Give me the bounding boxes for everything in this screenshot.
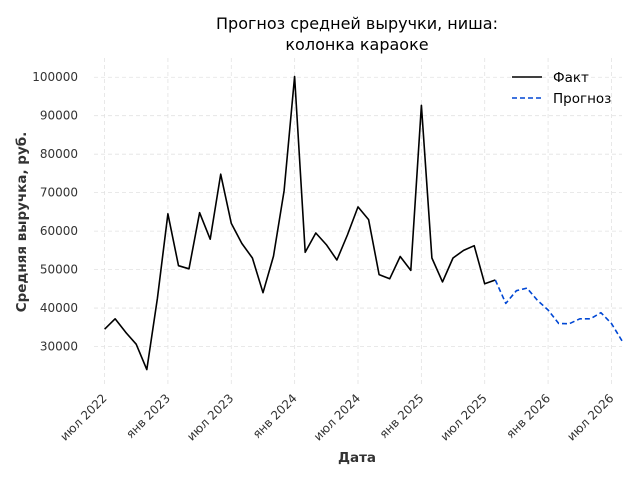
y-tick-label: 30000 [40,340,78,354]
x-tick-label: июл 2023 [184,391,236,443]
y-tick-label: 60000 [40,224,78,238]
x-tick-label: янв 2025 [377,391,427,441]
y-tick-label: 80000 [40,147,78,161]
series-line-forecast [494,279,623,342]
x-tick-label: янв 2023 [123,391,173,441]
chart-title-line-2: колонка караоке [285,35,428,54]
y-axis-ticks: 30000 40000 50000 60000 70000 80000 90000 10000… [32,70,78,353]
grid [94,58,622,385]
legend-label-fact: Факт [553,70,589,86]
x-tick-label: июл 2024 [311,391,363,443]
legend: Факт Прогноз [512,70,611,107]
x-tick-label: июл 2026 [564,391,616,443]
y-axis-label: Средняя выручка, руб. [14,132,30,313]
x-tick-label: июл 2025 [438,391,490,443]
x-tick-label: янв 2024 [250,391,300,441]
series [104,75,623,371]
x-axis-label: Дата [338,450,376,466]
y-tick-label: 100000 [32,70,78,84]
y-tick-label: 90000 [40,109,78,123]
x-tick-label: янв 2026 [503,391,553,441]
chart-title-line-1: Прогноз средней выручки, ниша: [216,14,498,33]
legend-label-forecast: Прогноз [553,91,611,107]
y-tick-label: 70000 [40,186,78,200]
x-axis-ticks: июл 2022 янв 2023 июл 2023 янв 2024 июл 2024… [57,391,616,443]
x-tick-label: июл 2022 [57,391,109,443]
y-tick-label: 40000 [40,301,78,315]
y-tick-label: 50000 [40,263,78,277]
series-line-fact [104,75,496,371]
